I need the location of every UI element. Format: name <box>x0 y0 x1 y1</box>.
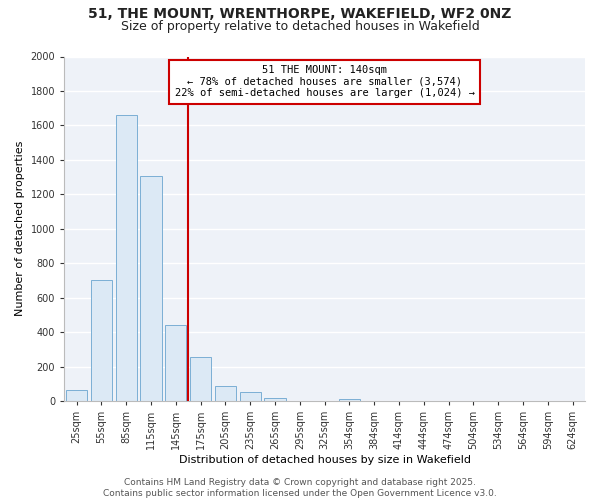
Bar <box>140 176 161 401</box>
Text: Contains HM Land Registry data © Crown copyright and database right 2025.
Contai: Contains HM Land Registry data © Crown c… <box>103 478 497 498</box>
Y-axis label: Number of detached properties: Number of detached properties <box>15 141 25 316</box>
Bar <box>116 115 137 401</box>
Bar <box>190 357 211 401</box>
Bar <box>165 325 187 401</box>
Bar <box>215 386 236 401</box>
Text: 51, THE MOUNT, WRENTHORPE, WAKEFIELD, WF2 0NZ: 51, THE MOUNT, WRENTHORPE, WAKEFIELD, WF… <box>88 8 512 22</box>
Bar <box>91 280 112 401</box>
Bar <box>239 392 261 401</box>
X-axis label: Distribution of detached houses by size in Wakefield: Distribution of detached houses by size … <box>179 455 470 465</box>
Bar <box>265 398 286 401</box>
Text: 51 THE MOUNT: 140sqm
← 78% of detached houses are smaller (3,574)
22% of semi-de: 51 THE MOUNT: 140sqm ← 78% of detached h… <box>175 65 475 98</box>
Bar <box>339 400 360 401</box>
Bar <box>66 390 87 401</box>
Text: Size of property relative to detached houses in Wakefield: Size of property relative to detached ho… <box>121 20 479 33</box>
